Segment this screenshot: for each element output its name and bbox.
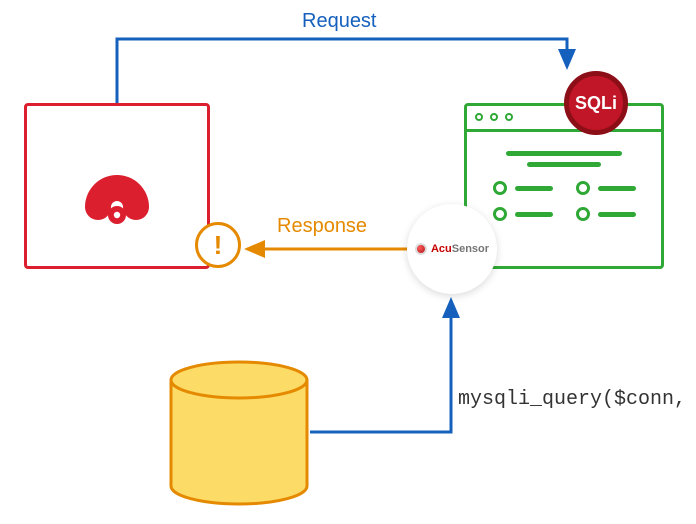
content-line	[527, 162, 602, 167]
window-dot-icon	[505, 113, 513, 121]
diagram-canvas: ! SQLi	[0, 0, 696, 524]
content-line	[506, 151, 622, 156]
database-node	[168, 360, 310, 506]
acunetix-logo-icon	[74, 171, 160, 227]
list-item-icon	[493, 207, 553, 221]
request-label: Request	[302, 10, 377, 33]
list-item-icon	[576, 207, 636, 221]
list-item-icon	[493, 181, 553, 195]
acusensor-dot-icon	[415, 243, 427, 255]
database-icon	[168, 360, 310, 506]
code-snippet: mysqli_query($conn, $sql)	[458, 388, 696, 411]
sqli-badge: SQLi	[564, 71, 628, 135]
acusensor-label: AcuSensor	[431, 243, 489, 255]
alert-icon: !	[195, 222, 241, 268]
edge-db-to-sensor	[310, 300, 451, 432]
alert-glyph: !	[214, 232, 223, 258]
acusensor-node: AcuSensor	[407, 204, 497, 294]
window-dot-icon	[490, 113, 498, 121]
sqli-label: SQLi	[575, 93, 617, 114]
response-label: Response	[277, 215, 367, 238]
list-item-icon	[576, 181, 636, 195]
window-dot-icon	[475, 113, 483, 121]
edge-request	[117, 39, 567, 103]
scanner-node	[24, 103, 210, 269]
